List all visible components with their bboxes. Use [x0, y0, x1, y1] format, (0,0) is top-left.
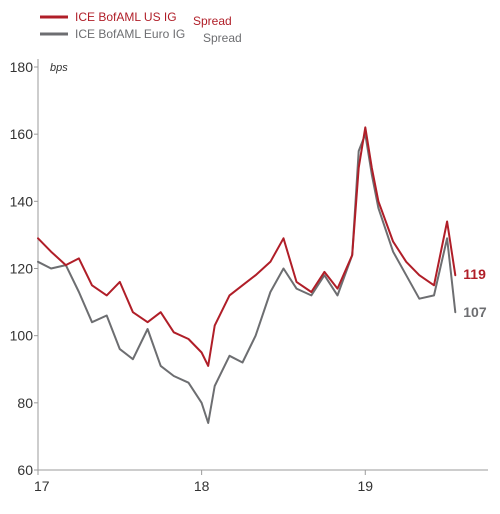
y-tick-label: 160 — [10, 126, 34, 142]
legend-label: ICE BofAML US IG — [75, 10, 177, 24]
x-tick-label: 18 — [194, 478, 210, 494]
plot-area — [37, 126, 457, 424]
series-end-label: 107 — [463, 304, 487, 320]
y-tick-label: 180 — [10, 59, 34, 75]
y-unit-label: bps — [50, 62, 68, 74]
y-tick-label: 140 — [10, 193, 34, 209]
legend-label-suffix: Spread — [193, 14, 232, 28]
x-tick-label: 19 — [357, 478, 373, 494]
series-end-label: 119 — [463, 266, 486, 282]
legend: ICE BofAML US IG Spread ICE BofAML Euro IG… — [40, 10, 242, 45]
axes: 60 80 100 120 140 160 180 17 18 19 bps — [10, 59, 488, 494]
legend-label: ICE BofAML Euro IG — [75, 27, 185, 41]
series-line-us-ig — [37, 126, 457, 367]
y-tick-label: 60 — [17, 462, 33, 478]
y-tick-label: 120 — [10, 261, 34, 277]
series-end-labels: 119 107 — [463, 266, 487, 320]
series-line-euro-ig — [37, 133, 457, 424]
y-tick-label: 100 — [10, 328, 34, 344]
legend-label-suffix: Spread — [203, 31, 242, 45]
y-tick-label: 80 — [17, 395, 33, 411]
x-tick-label: 17 — [34, 478, 50, 494]
